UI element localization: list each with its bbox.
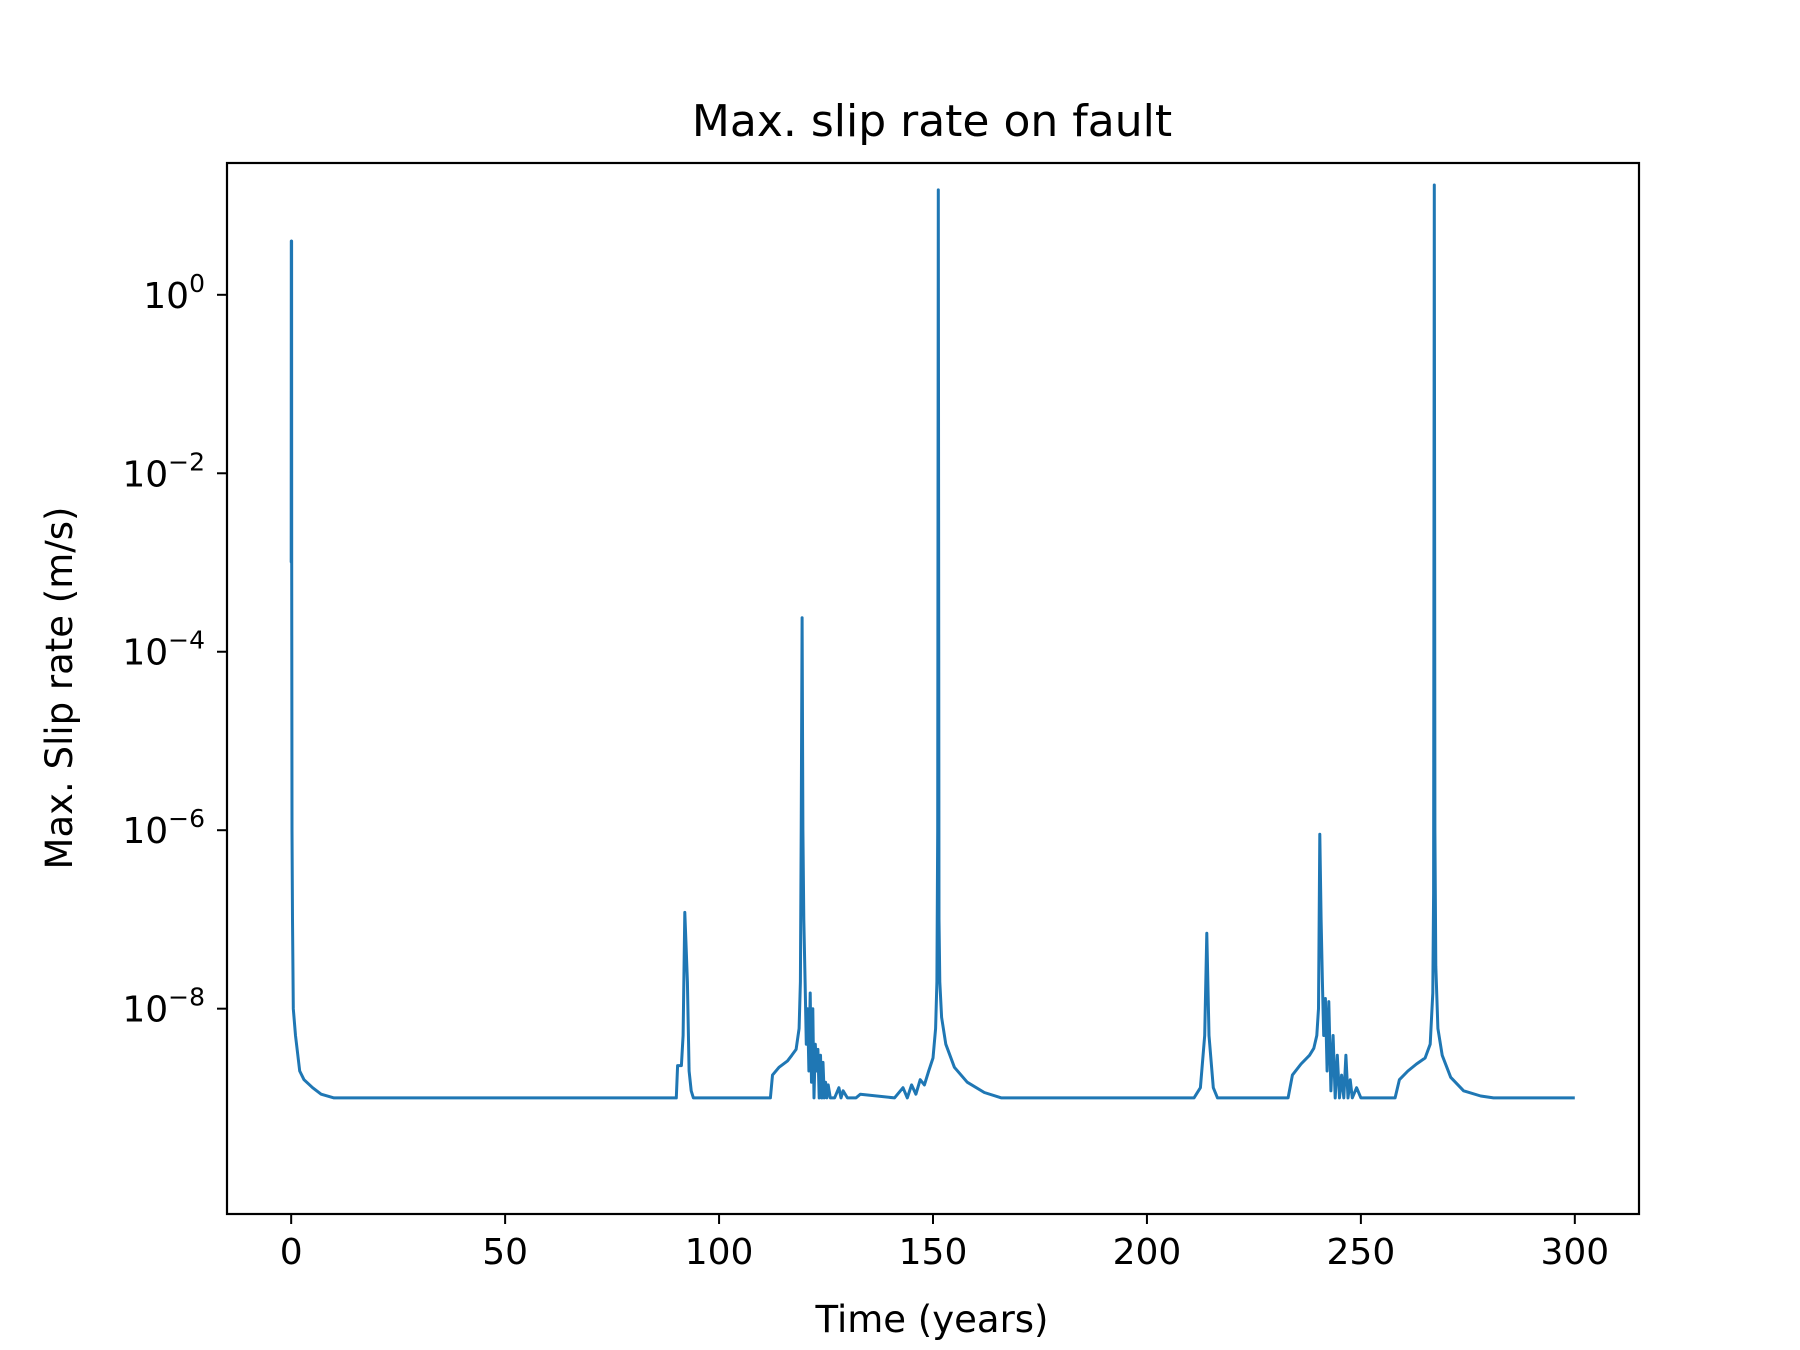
x-tick-label: 150 bbox=[899, 1232, 968, 1273]
y-axis: 10−8 10−6 10−4 10−2 100 bbox=[122, 269, 227, 1031]
y-tick-label: 10−4 bbox=[122, 626, 205, 674]
x-tick-label: 250 bbox=[1327, 1232, 1396, 1273]
y-tick-label: 10−8 bbox=[122, 983, 205, 1031]
x-tick-label: 100 bbox=[685, 1232, 754, 1273]
y-tick-label: 10−6 bbox=[122, 804, 205, 852]
chart-title: Max. slip rate on fault bbox=[692, 96, 1172, 147]
x-axis: 0 50 100 150 200 250 300 bbox=[280, 1214, 1609, 1273]
x-axis-label: Time (years) bbox=[814, 1298, 1048, 1341]
y-tick-label: 10−2 bbox=[122, 447, 205, 495]
x-tick-label: 300 bbox=[1540, 1232, 1609, 1273]
x-tick-label: 50 bbox=[482, 1232, 528, 1273]
plot-area bbox=[225, 161, 1641, 1216]
x-tick-label: 0 bbox=[280, 1232, 303, 1273]
y-axis-label: Max. Slip rate (m/s) bbox=[38, 507, 81, 870]
y-tick-label: 100 bbox=[143, 269, 205, 317]
x-tick-label: 200 bbox=[1113, 1232, 1182, 1273]
series-line bbox=[289, 183, 1575, 1100]
